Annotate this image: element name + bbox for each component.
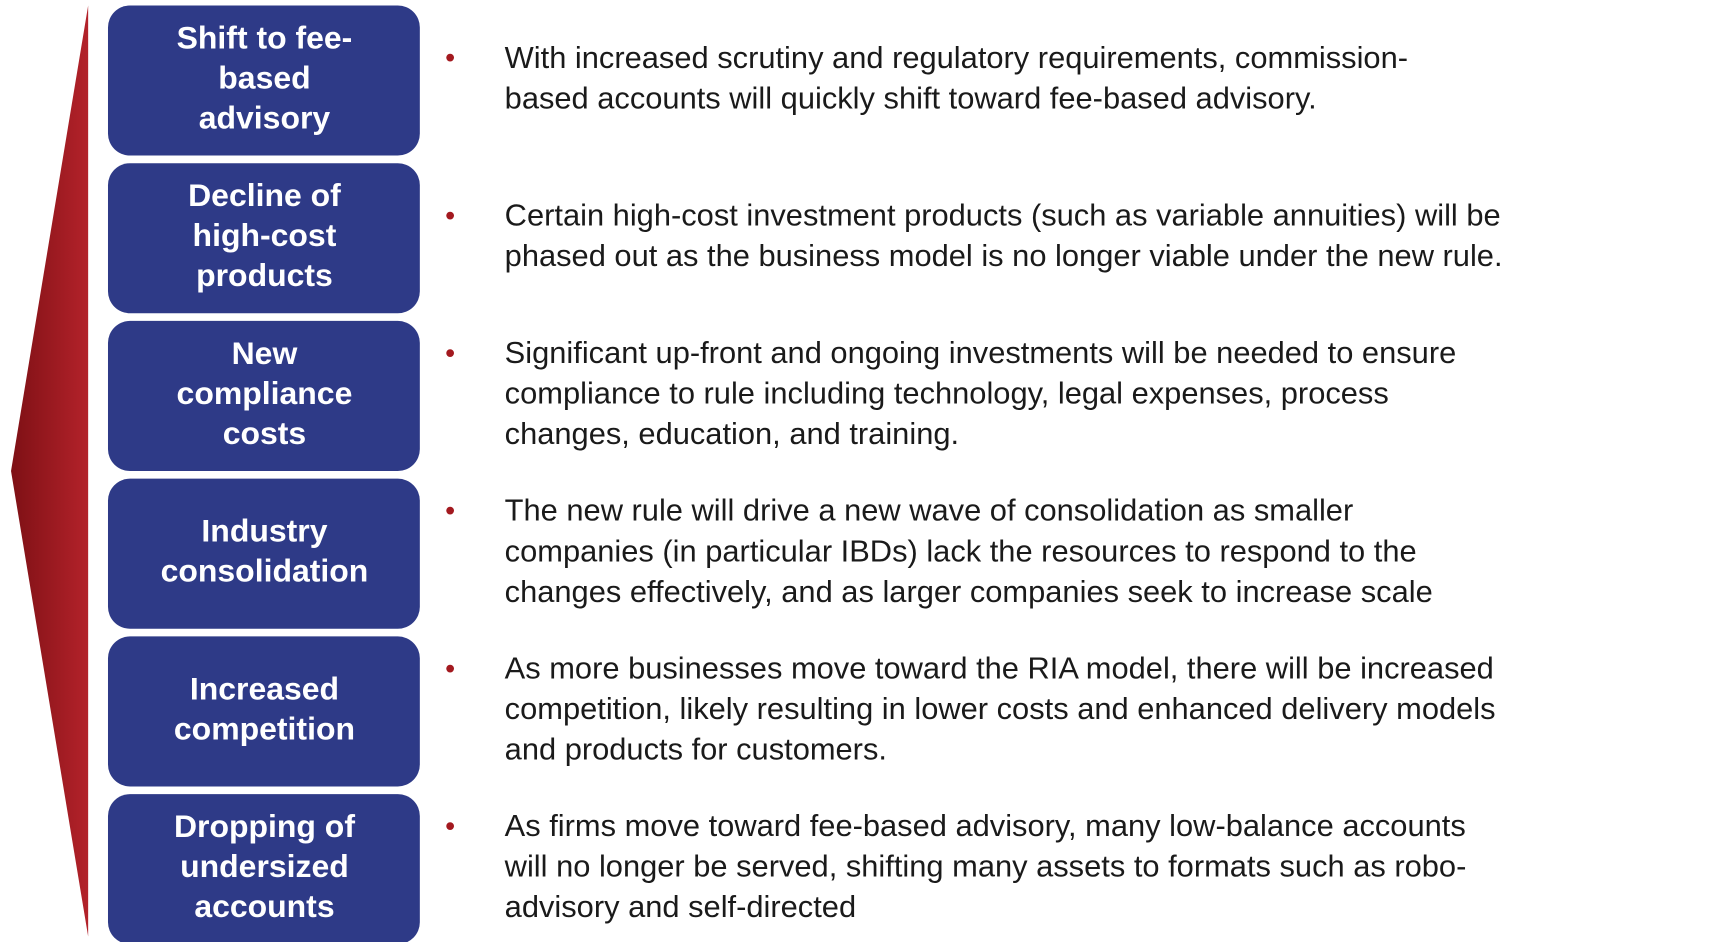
label-box — [107, 478, 420, 629]
description: changes, education, and training. — [505, 416, 959, 451]
bullet: • — [445, 42, 455, 74]
description: compliance to rule including technology,… — [505, 376, 1389, 411]
label: Decline of — [188, 177, 341, 213]
label: Increased — [190, 670, 339, 706]
description: will no longer be served, shifting many … — [504, 849, 1467, 884]
description: As firms move toward fee-based advisory,… — [505, 808, 1466, 843]
label: costs — [223, 415, 306, 451]
label: high-cost — [193, 217, 337, 253]
description: Significant up-front and ongoing investm… — [505, 335, 1457, 370]
label: New — [232, 335, 298, 371]
label-box — [107, 794, 420, 942]
label: based — [218, 59, 310, 95]
bullet: • — [445, 653, 455, 685]
label: Dropping of — [174, 808, 355, 844]
description: changes effectively, and as larger compa… — [505, 574, 1433, 609]
description: based accounts will quickly shift toward… — [505, 80, 1317, 115]
arrow — [11, 5, 89, 937]
label-box — [107, 5, 420, 156]
label-box — [107, 163, 420, 314]
description: companies (in particular IBDs) lack the … — [505, 533, 1417, 568]
label: compliance — [177, 375, 353, 411]
description: advisory and self-directed — [505, 889, 856, 924]
label: consolidation — [161, 553, 369, 589]
bullet: • — [445, 495, 455, 527]
bullet: • — [445, 200, 455, 232]
description: competition, likely resulting in lower c… — [505, 691, 1496, 726]
label: competition — [174, 710, 355, 746]
label-box — [107, 320, 420, 471]
label: Industry — [201, 513, 327, 549]
description: As more businesses move toward the RIA m… — [505, 651, 1494, 686]
bullet: • — [445, 811, 455, 843]
label: undersized — [180, 848, 349, 884]
description: With increased scrutiny and regulatory r… — [505, 40, 1408, 75]
label-box — [107, 636, 420, 787]
description: phased out as the business model is no l… — [505, 238, 1503, 273]
label: accounts — [194, 888, 334, 924]
description: Certain high-cost investment products (s… — [505, 198, 1501, 233]
label: advisory — [199, 99, 331, 135]
label: products — [196, 257, 333, 293]
description: The new rule will drive a new wave of co… — [505, 493, 1354, 528]
label: Shift to fee- — [177, 19, 353, 55]
description: and products for customers. — [505, 732, 887, 767]
bullet: • — [445, 337, 455, 369]
